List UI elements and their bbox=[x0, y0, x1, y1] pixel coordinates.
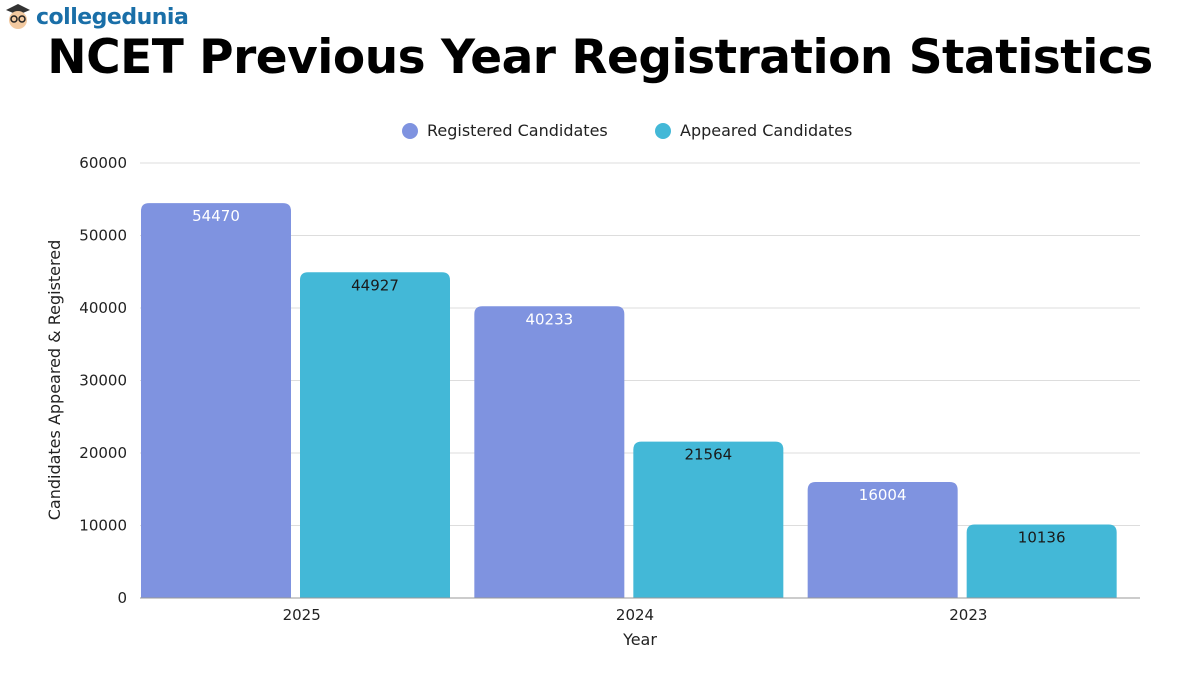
data-label: 40233 bbox=[525, 310, 573, 328]
y-tick-label: 30000 bbox=[79, 372, 127, 390]
x-tick-label: 2025 bbox=[283, 606, 321, 624]
y-tick-label: 50000 bbox=[79, 227, 127, 245]
x-tick-label: 2023 bbox=[949, 606, 987, 624]
chart-title: NCET Previous Year Registration Statisti… bbox=[47, 30, 1153, 85]
y-axis-label: Candidates Appeared & Registered bbox=[45, 240, 64, 521]
y-tick-label: 20000 bbox=[79, 444, 127, 462]
brand-logo: collegedunia bbox=[4, 2, 189, 32]
data-label: 10136 bbox=[1018, 529, 1066, 547]
mascot-icon bbox=[6, 4, 30, 29]
brand-name: collegedunia bbox=[36, 4, 189, 30]
x-axis-label: Year bbox=[622, 630, 657, 649]
x-tick-label: 2024 bbox=[616, 606, 654, 624]
bar-appeared-candidates bbox=[300, 272, 450, 598]
legend-marker bbox=[655, 123, 671, 139]
bar-registered-candidates bbox=[474, 306, 625, 598]
y-tick-label: 40000 bbox=[79, 299, 127, 317]
bar-registered-candidates bbox=[807, 481, 958, 598]
data-label: 16004 bbox=[859, 486, 907, 504]
bar-registered-candidates bbox=[141, 203, 291, 598]
data-label: 21564 bbox=[684, 446, 732, 464]
bar-appeared-candidates bbox=[633, 441, 784, 598]
data-label: 54470 bbox=[192, 207, 240, 225]
bar-appeared-candidates bbox=[966, 524, 1117, 598]
y-tick-label: 60000 bbox=[79, 154, 127, 172]
legend-marker bbox=[402, 123, 418, 139]
data-label: 44927 bbox=[351, 276, 399, 294]
legend-label: Appeared Candidates bbox=[680, 121, 852, 140]
y-tick-label: 10000 bbox=[79, 517, 127, 535]
legend-label: Registered Candidates bbox=[427, 121, 608, 140]
y-tick-label: 0 bbox=[117, 589, 127, 607]
